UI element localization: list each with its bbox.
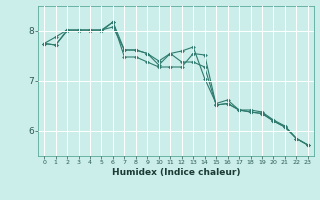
X-axis label: Humidex (Indice chaleur): Humidex (Indice chaleur) bbox=[112, 168, 240, 177]
